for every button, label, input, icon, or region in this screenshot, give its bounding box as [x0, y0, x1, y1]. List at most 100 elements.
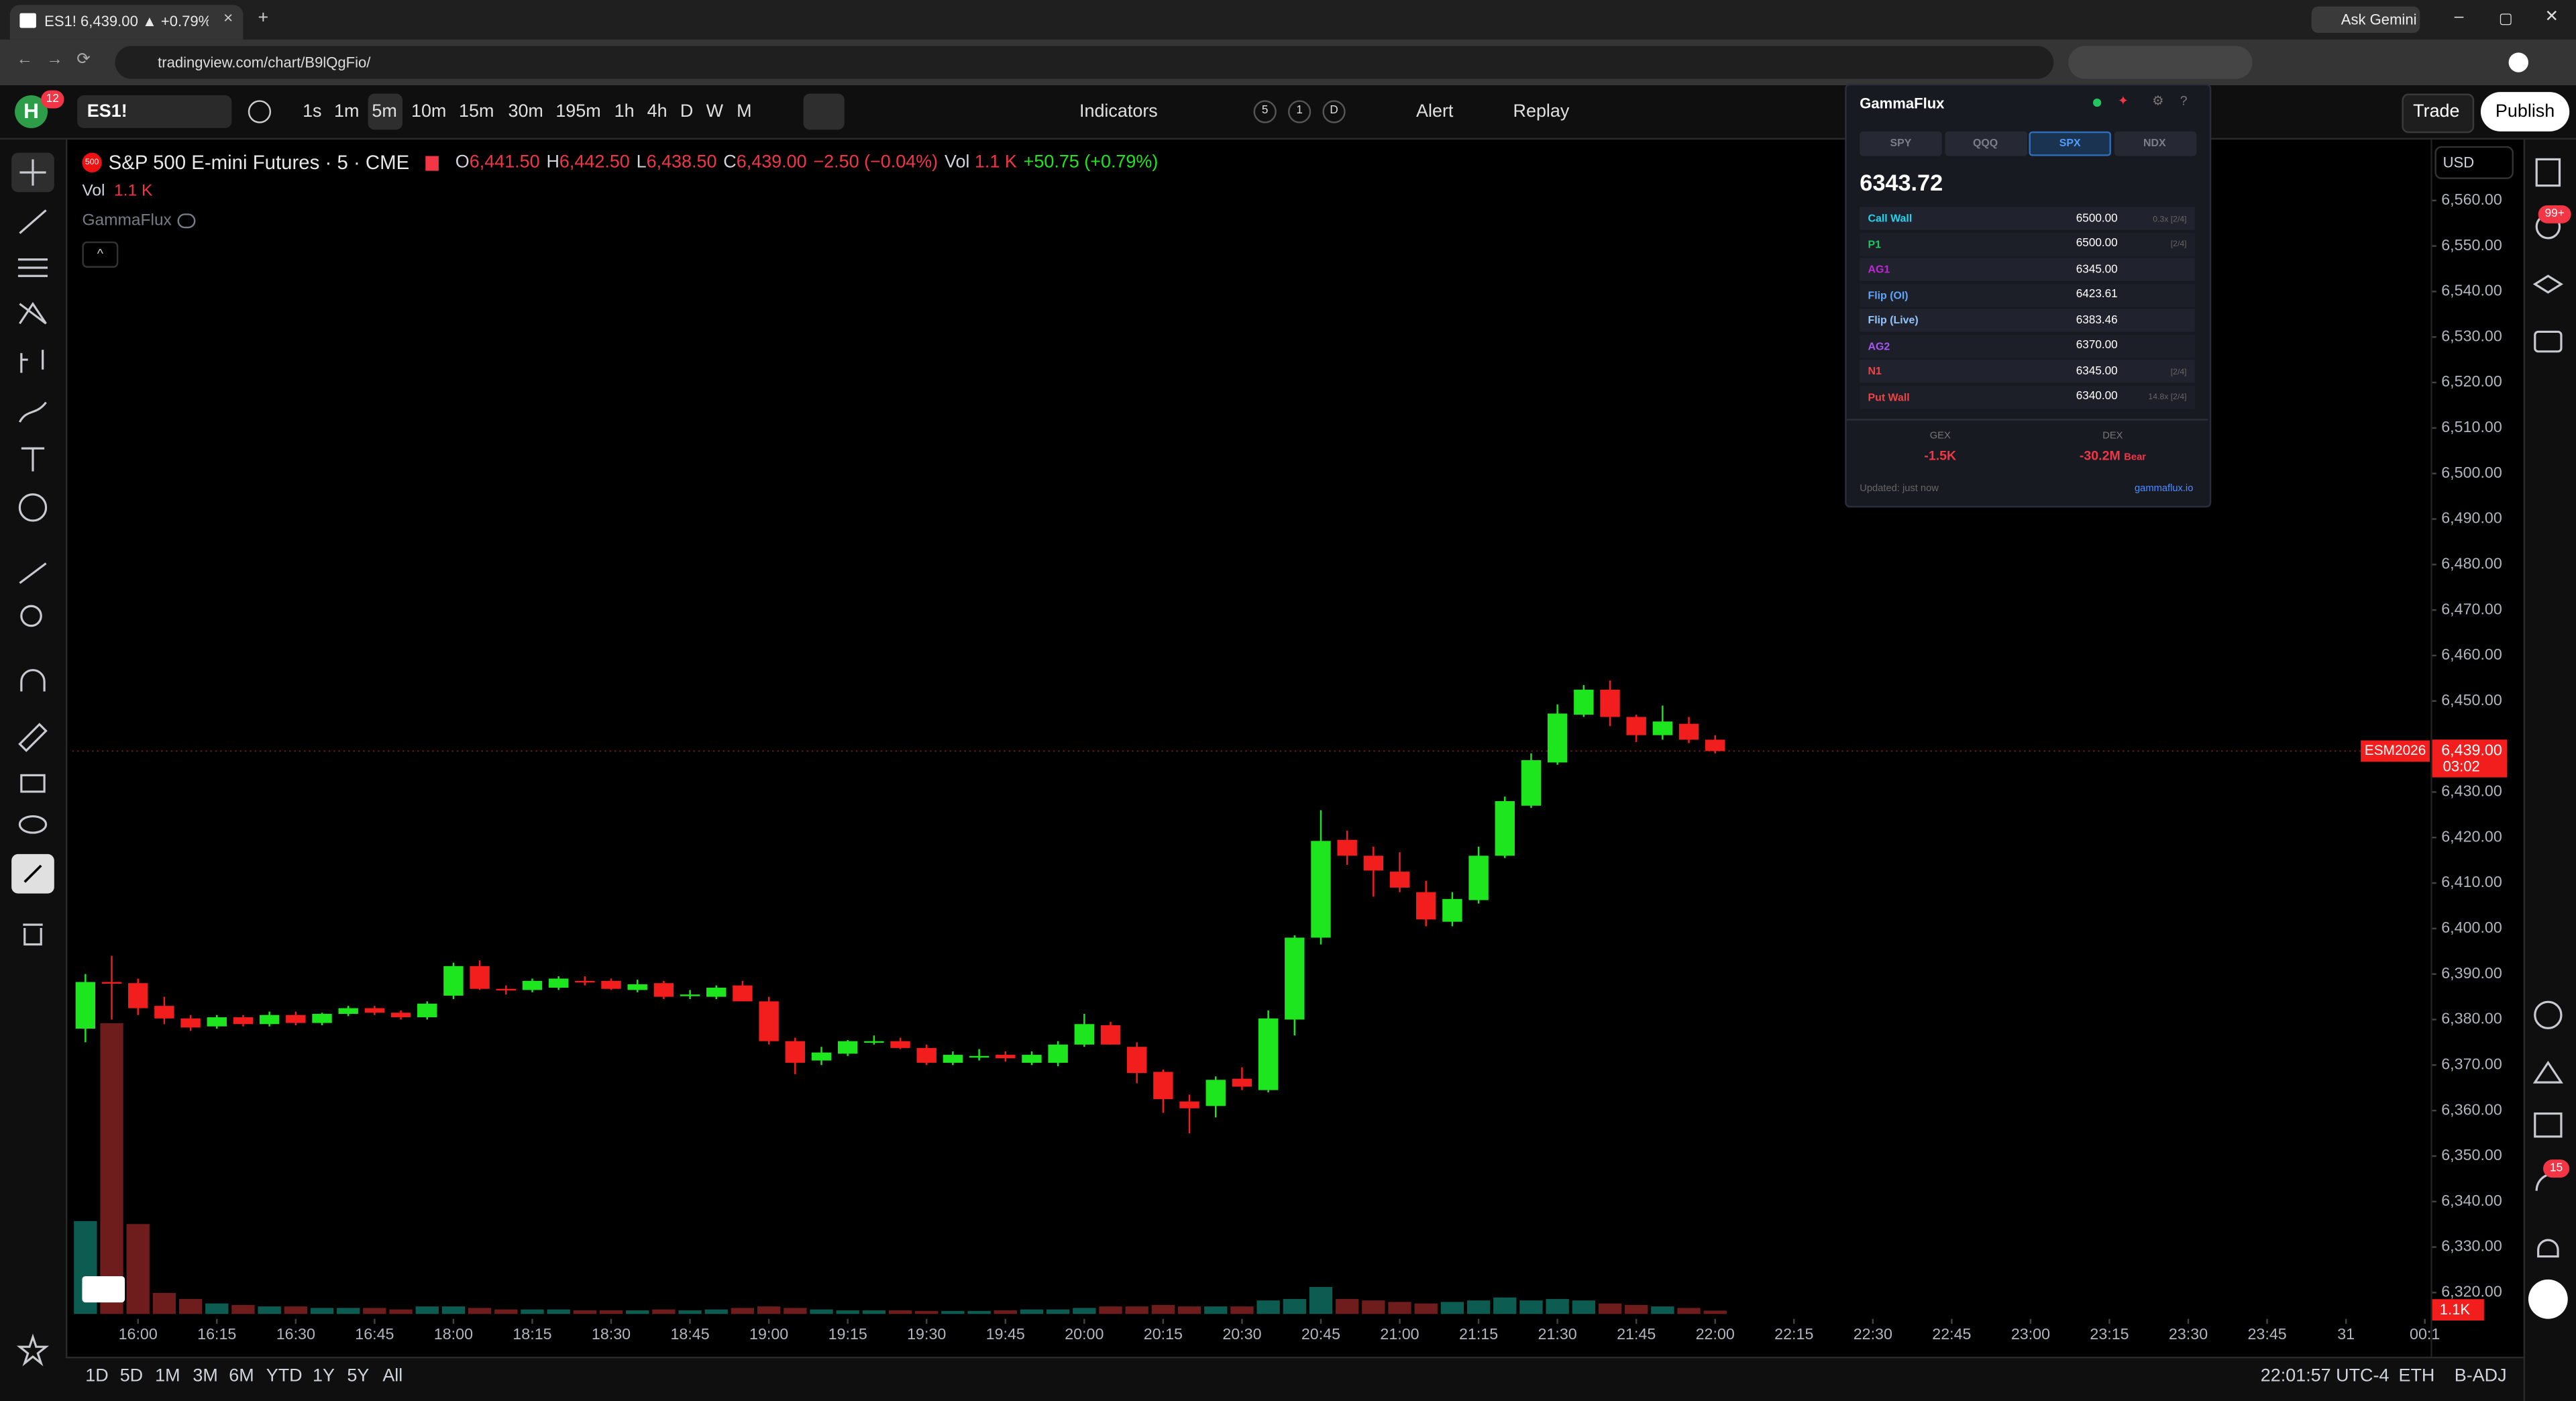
help-button[interactable]: ?	[2180, 93, 2188, 109]
minimize[interactable]: –	[2454, 8, 2464, 27]
interval[interactable]: 4h	[647, 101, 667, 122]
range-button[interactable]: 1Y	[312, 1366, 335, 1386]
ideas-icon[interactable]	[2534, 1000, 2563, 1029]
chat-icon[interactable]	[2534, 330, 2563, 353]
volume-bar	[363, 1308, 386, 1314]
candle-body	[785, 1041, 806, 1063]
ruler-tool[interactable]	[19, 562, 47, 584]
range-button[interactable]: 5Y	[347, 1366, 370, 1386]
interval[interactable]: 10m	[411, 101, 447, 122]
gammaflux-tab[interactable]: SPX	[2029, 131, 2111, 156]
collapse-legend[interactable]: ^	[82, 241, 119, 268]
interval[interactable]: 1h	[614, 101, 635, 122]
indicators-button[interactable]: Indicators	[1079, 101, 1158, 122]
level-name: AG1	[1868, 264, 1890, 276]
alert-button[interactable]: Alert	[1416, 101, 1454, 122]
interval[interactable]: 195m	[555, 101, 601, 122]
trade-button[interactable]	[2402, 93, 2475, 134]
clock: 22:01:57 UTC-4	[2260, 1366, 2390, 1386]
interval[interactable]: 5m	[372, 101, 397, 122]
interval[interactable]: M	[737, 101, 752, 122]
session[interactable]: ETH	[2398, 1366, 2435, 1386]
interval[interactable]: D	[680, 101, 694, 122]
y-tick-label: 6,550.00	[2441, 236, 2502, 254]
interval[interactable]: W	[706, 101, 724, 122]
x-tick-label: 23:30	[2169, 1325, 2208, 1343]
chart-type[interactable]	[803, 93, 845, 130]
profile[interactable]	[2508, 52, 2528, 72]
watchlist-star[interactable]	[16, 1333, 50, 1367]
tab-close[interactable]: ×	[223, 9, 233, 28]
indicator-hidden-icon[interactable]	[177, 213, 196, 229]
emoji-tool[interactable]	[18, 493, 48, 522]
layout-badge[interactable]: 5	[1253, 100, 1277, 123]
range-button[interactable]: 1M	[155, 1366, 180, 1386]
interval[interactable]: 1m	[334, 101, 360, 122]
draw-mode-tool[interactable]	[18, 723, 48, 752]
maximize[interactable]: ▢	[2498, 9, 2513, 27]
candle-body	[1232, 1078, 1252, 1087]
brush-tool[interactable]	[18, 401, 47, 423]
y-tick-label: 6,320.00	[2441, 1283, 2502, 1300]
currency-select[interactable]	[2434, 146, 2514, 179]
range-button[interactable]: 5D	[119, 1366, 144, 1386]
cursor-tool[interactable]	[19, 159, 46, 186]
magnet-tool[interactable]	[20, 669, 46, 692]
range-button[interactable]: 6M	[229, 1366, 254, 1386]
notifications-icon[interactable]	[2537, 1239, 2559, 1258]
replay-button[interactable]: Replay	[1513, 101, 1570, 122]
watchlist-icon[interactable]	[2535, 158, 2561, 187]
adjustment[interactable]: B-ADJ	[2454, 1366, 2507, 1386]
tab-strip	[0, 0, 2576, 40]
candle-body	[1574, 689, 1594, 715]
fib-tool[interactable]	[17, 258, 48, 277]
candle-body	[390, 1013, 411, 1018]
settings-button[interactable]: ⚙	[2152, 93, 2164, 109]
gammaflux-tab[interactable]: QQQ	[1944, 131, 2027, 156]
volume-bar	[1572, 1300, 1595, 1314]
symbol-search[interactable]	[77, 95, 232, 128]
volume-bar	[1177, 1306, 1201, 1314]
candle-body	[1285, 937, 1305, 1020]
level-value: 6500.00	[2076, 238, 2118, 250]
gammaflux-tab[interactable]: SPY	[1860, 131, 1942, 156]
range-button[interactable]: 1D	[85, 1366, 109, 1386]
avatar[interactable]: H	[15, 95, 48, 128]
gammaflux-tab[interactable]: NDX	[2113, 131, 2196, 156]
zoom-tool[interactable]	[20, 605, 42, 627]
publish-button[interactable]	[2480, 92, 2570, 132]
delete-tool[interactable]	[23, 923, 43, 946]
lock-tool[interactable]	[20, 774, 46, 793]
forecast-tool[interactable]	[20, 350, 44, 373]
calendar-icon[interactable]	[2534, 1112, 2563, 1138]
interval[interactable]: 15m	[458, 101, 494, 122]
compare-button[interactable]	[248, 100, 272, 123]
gemini-button[interactable]	[2311, 6, 2420, 33]
new-tab[interactable]: +	[258, 8, 269, 28]
interval[interactable]: 30m	[508, 101, 543, 122]
url-field[interactable]	[115, 46, 2054, 79]
interval[interactable]: 1s	[303, 101, 322, 122]
range-button[interactable]: YTD	[266, 1366, 303, 1386]
visibility-tool[interactable]	[18, 815, 48, 834]
close-window[interactable]: ✕	[2544, 8, 2559, 27]
range-button[interactable]: All	[382, 1366, 403, 1386]
line-tool[interactable]	[19, 209, 47, 234]
layers-icon[interactable]	[2532, 274, 2563, 294]
nav-buttons[interactable]: ← → ⟳	[16, 50, 91, 69]
gammaflux-link[interactable]: gammaflux.io	[2134, 484, 2194, 495]
layout-badge[interactable]: 1	[1288, 100, 1311, 123]
pin-button[interactable]: ✦	[2117, 93, 2129, 109]
apps-button[interactable]	[2528, 1279, 2568, 1319]
dex-label: DEX	[2102, 431, 2123, 442]
candle-body	[916, 1047, 936, 1063]
screener-icon[interactable]	[2532, 1060, 2563, 1084]
extensions[interactable]	[2068, 46, 2253, 79]
range-button[interactable]: 3M	[193, 1366, 218, 1386]
text-tool[interactable]	[21, 447, 45, 472]
layout-badge[interactable]: D	[1322, 100, 1346, 123]
candle-body	[470, 966, 490, 989]
pattern-tool[interactable]	[19, 301, 47, 325]
tab[interactable]	[9, 5, 244, 40]
